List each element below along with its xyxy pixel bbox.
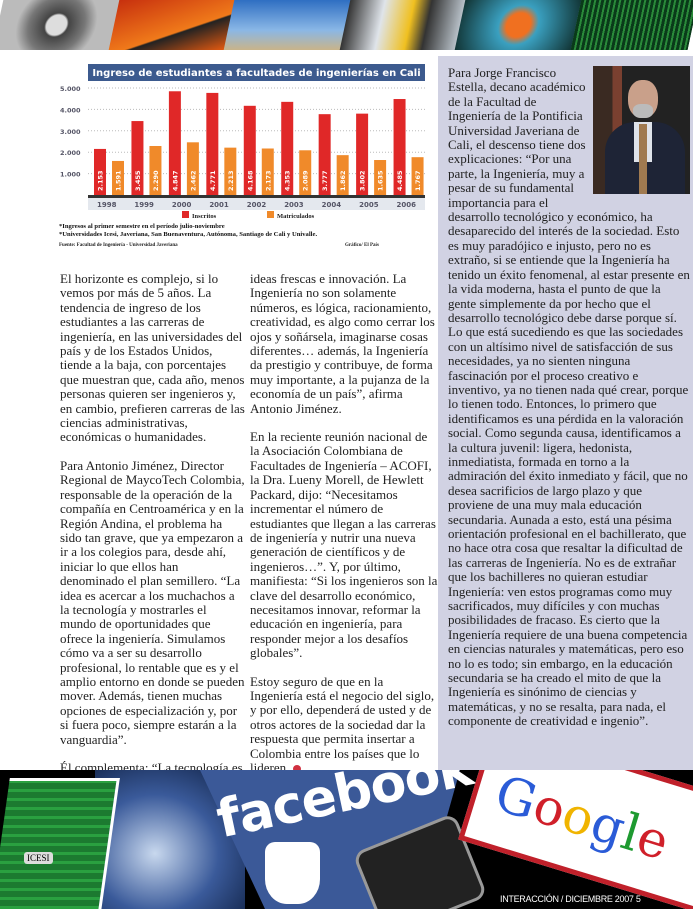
- legend-swatch: [267, 211, 274, 218]
- y-tick-label: 2.000: [60, 149, 81, 157]
- portrait-photo: [593, 66, 690, 194]
- y-tick-label: 5.000: [60, 85, 81, 93]
- jet-engine-photo: [0, 0, 123, 50]
- paragraph: Estoy seguro de que en la Ingeniería est…: [250, 673, 438, 776]
- bar-inscritos: [168, 91, 181, 195]
- engineer-hardhat-photo: [339, 0, 470, 50]
- y-tick-label: 1.000: [60, 171, 81, 179]
- bar-value-label: 2.290: [152, 170, 160, 191]
- bar-matriculados: [261, 148, 274, 195]
- page-footer: INTERACCIÓN / DICIEMBRE 2007 5: [500, 894, 641, 904]
- end-mark-icon: [292, 765, 301, 774]
- article-column-2: ideas frescas e innovación. La Ingenierí…: [250, 271, 438, 789]
- bar-inscritos: [131, 121, 144, 195]
- paragraph: El horizonte es complejo, si lo vemos po…: [60, 271, 245, 445]
- bar-value-label: 2.213: [227, 170, 235, 191]
- bar-value-label: 3.455: [134, 170, 142, 191]
- bar-value-label: 2.089: [302, 170, 310, 191]
- bar-inscritos: [393, 99, 406, 195]
- x-tick-label: 2001: [209, 201, 229, 209]
- bar-matriculados: [112, 160, 124, 195]
- bar-value-label: 2.462: [189, 170, 197, 191]
- bar-value-label: 2.173: [264, 170, 272, 191]
- bar-value-label: 2.153: [97, 170, 105, 191]
- chart-title: Ingreso de estudiantes a facultades de i…: [92, 67, 420, 79]
- bar-inscritos: [281, 101, 294, 195]
- enrollment-bar-chart: Ingreso de estudiantes a facultades de i…: [59, 64, 425, 248]
- bar-matriculados: [411, 157, 424, 195]
- y-tick-label: 4.000: [60, 106, 81, 114]
- napster-logo-icon: [265, 842, 320, 904]
- circuit-board-photo: [570, 0, 693, 50]
- bar-matriculados: [374, 160, 387, 195]
- paragraph: ideas frescas e innovación. La Ingenierí…: [250, 271, 435, 416]
- bar-inscritos: [318, 114, 331, 195]
- bar-matriculados: [224, 147, 237, 195]
- bar-value-label: 4.847: [171, 170, 179, 191]
- chart-footnote: *Ingresos al primer semestre en el perío…: [59, 223, 225, 230]
- circuit-photo: [0, 778, 120, 909]
- chart-footnote: *Universidades Icesi, Javeriana, San Bue…: [59, 231, 317, 238]
- bar-value-label: 1.591: [115, 170, 123, 191]
- chart-credit: Gráfico/ El País: [345, 243, 379, 248]
- paragraph: Para Antonio Jiménez, Director Regional …: [60, 457, 245, 747]
- bar-inscritos: [206, 92, 219, 195]
- sidebar-text: Para Jorge Francisco Estella, decano aca…: [448, 65, 690, 743]
- bar-matriculados: [299, 150, 312, 195]
- x-tick-label: 2005: [359, 201, 379, 209]
- bar-inscritos: [94, 148, 106, 195]
- chart-title-bar: [88, 64, 425, 81]
- chart-source: Fuente: Facultad de Ingeniería - Univers…: [59, 243, 178, 248]
- bar-value-label: 1.862: [339, 170, 347, 191]
- bar-value-label: 3.802: [359, 170, 367, 191]
- bar-matriculados: [149, 145, 162, 195]
- bar-inscritos: [243, 105, 256, 195]
- orange-abstract-photo: [108, 0, 239, 50]
- bar-inscritos: [356, 113, 369, 195]
- thermal-image-photo: [454, 0, 585, 50]
- x-tick-label: 1998: [97, 201, 117, 209]
- icesi-logo: ICESI: [24, 852, 53, 864]
- satellite-dish-photo: [223, 0, 354, 50]
- x-tick-label: 2004: [322, 201, 342, 209]
- bar-value-label: 3.777: [321, 170, 329, 191]
- legend-label: Matriculados: [277, 213, 315, 220]
- x-tick-label: 2002: [247, 201, 267, 209]
- header-photo-banner: [0, 0, 693, 50]
- x-tick-label: 2000: [172, 201, 192, 209]
- bar-value-label: 4.485: [396, 170, 404, 191]
- legend-label: Inscritos: [192, 213, 217, 220]
- x-tick-label: 2006: [397, 201, 417, 209]
- bar-matriculados: [186, 142, 199, 195]
- y-tick-label: 3.000: [60, 128, 81, 136]
- bar-matriculados: [336, 155, 349, 195]
- article-column-1: El horizonte es complejo, si lo vemos po…: [60, 271, 245, 804]
- bar-value-label: 4.353: [284, 170, 292, 191]
- footer-collage: ICESI facebook Google INTERACCIÓN / DICI…: [0, 770, 693, 909]
- sidebar-paragraph: Para Jorge Francisco Estella, decano aca…: [448, 65, 690, 729]
- x-axis-band: [88, 198, 425, 210]
- x-axis-line: [88, 195, 425, 198]
- bar-value-label: 4.771: [209, 170, 217, 191]
- bar-value-label: 4.168: [246, 170, 254, 191]
- paragraph-text: Estoy seguro de que en la Ingeniería est…: [250, 673, 435, 775]
- legend-swatch: [182, 211, 189, 218]
- paragraph: En la reciente reunión nacional de la As…: [250, 429, 438, 661]
- x-tick-label: 2003: [284, 201, 304, 209]
- x-tick-label: 1999: [134, 201, 154, 209]
- bar-value-label: 1.635: [377, 170, 385, 191]
- bar-value-label: 1.767: [414, 170, 422, 191]
